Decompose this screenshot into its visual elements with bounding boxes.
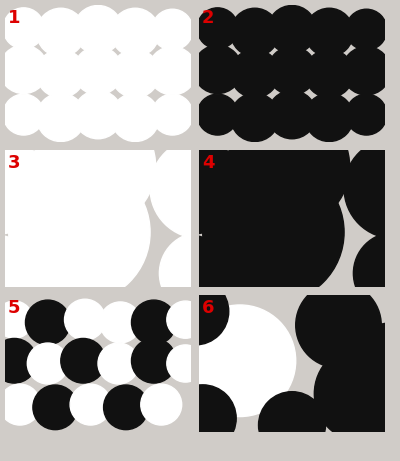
Circle shape [227, 105, 350, 228]
Circle shape [314, 345, 400, 442]
Text: 3: 3 [8, 154, 20, 172]
Circle shape [100, 302, 141, 343]
Circle shape [162, 278, 229, 345]
Circle shape [140, 134, 240, 235]
Circle shape [159, 232, 241, 314]
Circle shape [74, 6, 122, 54]
Circle shape [305, 49, 353, 98]
Circle shape [104, 385, 148, 430]
Circle shape [0, 134, 46, 235]
Circle shape [346, 94, 387, 135]
Circle shape [70, 384, 111, 425]
Circle shape [258, 392, 326, 459]
Circle shape [355, 323, 400, 390]
Text: 1: 1 [8, 9, 20, 27]
Circle shape [0, 384, 40, 425]
Circle shape [3, 8, 44, 49]
Circle shape [344, 138, 400, 239]
Circle shape [37, 8, 85, 57]
Circle shape [37, 49, 85, 98]
Text: 4: 4 [202, 154, 214, 172]
Circle shape [167, 345, 204, 382]
Circle shape [184, 305, 296, 417]
Circle shape [342, 47, 390, 95]
Circle shape [26, 300, 70, 345]
Circle shape [305, 93, 353, 142]
Circle shape [353, 232, 400, 314]
Circle shape [268, 6, 316, 54]
Text: 2: 2 [202, 9, 214, 27]
Circle shape [268, 47, 316, 95]
Circle shape [305, 8, 353, 57]
Circle shape [194, 45, 242, 94]
Circle shape [346, 9, 387, 50]
Circle shape [132, 300, 176, 345]
Circle shape [111, 8, 159, 57]
Circle shape [197, 8, 238, 49]
Circle shape [33, 105, 156, 228]
Circle shape [203, 161, 344, 303]
Circle shape [0, 301, 33, 338]
Circle shape [197, 94, 238, 135]
Circle shape [0, 235, 37, 317]
Circle shape [37, 93, 85, 142]
Circle shape [98, 343, 139, 384]
Text: 5: 5 [8, 299, 20, 317]
Circle shape [0, 45, 48, 94]
Circle shape [3, 94, 44, 135]
Circle shape [152, 94, 193, 135]
Circle shape [141, 384, 182, 425]
Circle shape [0, 338, 37, 383]
Circle shape [27, 343, 68, 384]
Circle shape [169, 385, 236, 452]
Circle shape [148, 47, 196, 95]
Circle shape [64, 299, 106, 340]
Circle shape [150, 138, 250, 239]
Circle shape [61, 338, 106, 383]
Circle shape [231, 49, 279, 98]
Circle shape [74, 90, 122, 139]
Text: 6: 6 [202, 299, 214, 317]
Circle shape [74, 47, 122, 95]
Circle shape [231, 93, 279, 142]
Circle shape [268, 90, 316, 139]
Circle shape [231, 8, 279, 57]
Circle shape [111, 93, 159, 142]
Circle shape [111, 49, 159, 98]
Circle shape [296, 282, 381, 368]
Circle shape [33, 385, 78, 430]
Circle shape [149, 235, 231, 317]
Circle shape [152, 9, 193, 50]
Circle shape [9, 161, 150, 303]
Circle shape [132, 338, 176, 383]
Circle shape [167, 301, 204, 338]
